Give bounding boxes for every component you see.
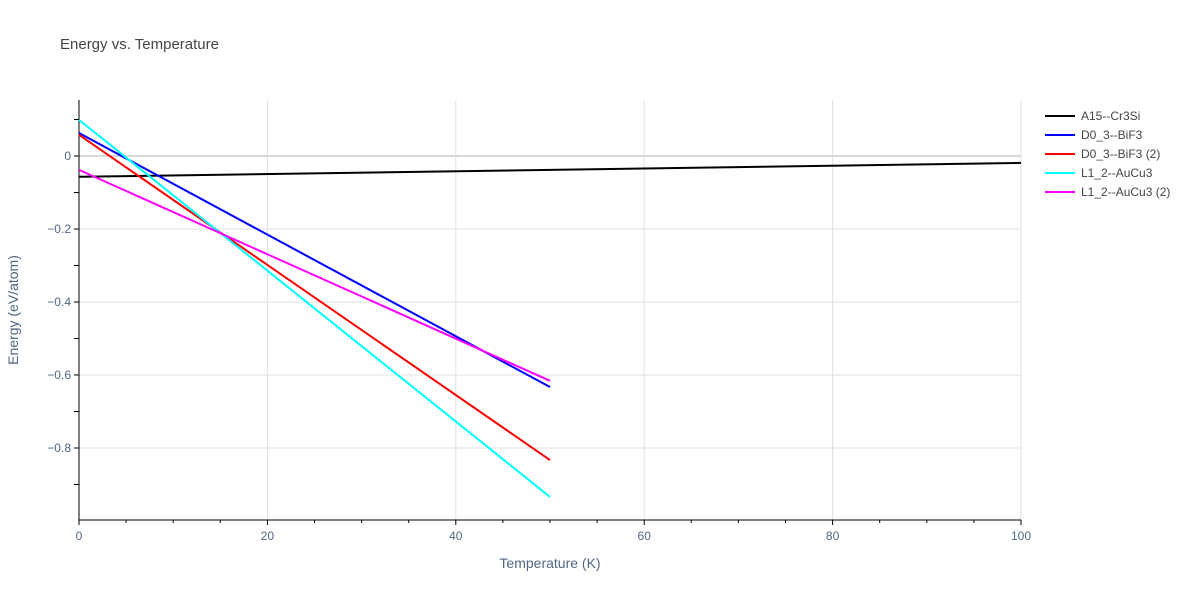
legend-swatch xyxy=(1045,114,1075,117)
series-line xyxy=(78,161,1022,178)
legend-item[interactable]: D0_3--BiF3 xyxy=(1045,125,1170,144)
legend-item[interactable]: D0_3--BiF3 (2) xyxy=(1045,144,1170,163)
legend-swatch xyxy=(1045,133,1075,136)
legend-label: A15--Cr3Si xyxy=(1081,108,1141,123)
x-tick-label: 40 xyxy=(449,529,463,543)
y-tick-label: −0.6 xyxy=(47,368,71,382)
series-line xyxy=(78,168,551,382)
legend: A15--Cr3Si D0_3--BiF3 D0_3--BiF3 (2) L1_2--… xyxy=(1045,106,1170,201)
x-tick-label: 80 xyxy=(826,529,840,543)
legend-label: D0_3--BiF3 (2) xyxy=(1081,146,1161,161)
x-tick-label: 60 xyxy=(638,529,652,543)
chart-title: Energy vs. Temperature xyxy=(60,36,219,53)
y-tick-label: −0.8 xyxy=(47,441,71,455)
legend-label: L1_2--AuCu3 xyxy=(1081,165,1153,180)
series-line xyxy=(78,134,551,461)
y-axis-label: Energy (eV/atom) xyxy=(5,255,21,365)
y-tick-label: −0.4 xyxy=(47,295,71,309)
legend-swatch xyxy=(1045,190,1075,193)
x-tick-label: 0 xyxy=(76,529,83,543)
y-tick-label: 0 xyxy=(64,149,71,163)
series-line xyxy=(78,119,551,498)
x-tick-label: 20 xyxy=(261,529,275,543)
legend-swatch xyxy=(1045,171,1075,174)
legend-label: D0_3--BiF3 xyxy=(1081,127,1143,142)
legend-item[interactable]: L1_2--AuCu3 xyxy=(1045,163,1170,182)
legend-swatch xyxy=(1045,152,1075,155)
y-tick-label: −0.2 xyxy=(47,222,71,236)
x-axis-label: Temperature (K) xyxy=(499,555,600,571)
legend-item[interactable]: A15--Cr3Si xyxy=(1045,106,1170,125)
legend-item[interactable]: L1_2--AuCu3 (2) xyxy=(1045,182,1170,201)
x-tick-label: 100 xyxy=(1011,529,1031,543)
legend-label: L1_2--AuCu3 (2) xyxy=(1081,184,1171,199)
